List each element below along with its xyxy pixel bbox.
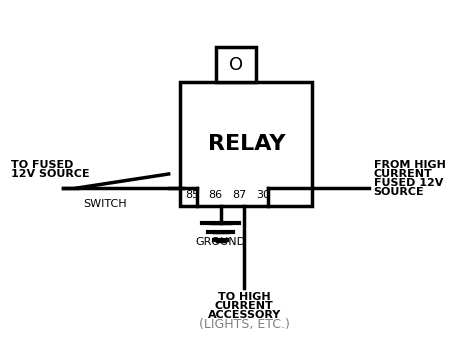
Text: TO FUSED: TO FUSED xyxy=(11,160,73,170)
Text: FROM HIGH: FROM HIGH xyxy=(374,160,446,170)
Bar xyxy=(181,82,312,206)
Bar xyxy=(216,47,256,82)
Text: (LIGHTS, ETC.): (LIGHTS, ETC.) xyxy=(199,318,290,331)
Text: CURRENT: CURRENT xyxy=(215,301,273,311)
Text: 87: 87 xyxy=(232,190,246,200)
Text: O: O xyxy=(229,56,243,74)
Text: RELAY: RELAY xyxy=(208,134,285,154)
Text: 30: 30 xyxy=(256,190,270,200)
Text: 85: 85 xyxy=(185,190,199,200)
Text: FUSED 12V: FUSED 12V xyxy=(374,178,443,188)
Text: 86: 86 xyxy=(209,190,223,200)
Text: ACCESSORY: ACCESSORY xyxy=(208,310,281,320)
Text: SOURCE: SOURCE xyxy=(374,187,424,197)
Text: TO HIGH: TO HIGH xyxy=(218,292,270,302)
Text: SWITCH: SWITCH xyxy=(83,199,127,209)
Text: CURRENT: CURRENT xyxy=(374,169,432,179)
Text: 12V SOURCE: 12V SOURCE xyxy=(11,169,90,179)
Text: GROUND: GROUND xyxy=(195,237,246,247)
